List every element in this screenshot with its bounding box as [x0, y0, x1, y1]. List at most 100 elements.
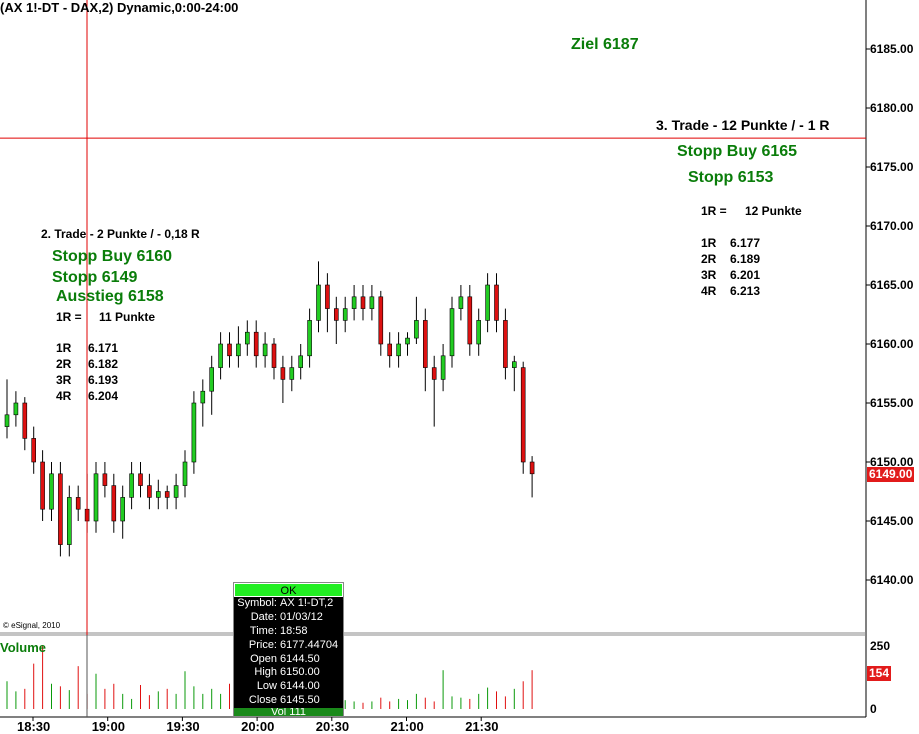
- candle-body: [102, 473, 108, 486]
- r-level-value: 6.189: [730, 252, 761, 266]
- time-axis-label: 20:00: [241, 719, 275, 734]
- candle-body: [218, 343, 223, 368]
- candle-body: [4, 414, 10, 427]
- r-level-value: 6.182: [88, 357, 119, 371]
- copyright: © eSignal, 2010: [3, 621, 61, 630]
- tooltip-value: 6177.44704: [280, 638, 339, 651]
- ok-button[interactable]: OK: [234, 583, 343, 597]
- r-level-label: 4R: [56, 389, 72, 403]
- r-level-label: 4R: [701, 284, 717, 298]
- candle-body: [271, 343, 277, 368]
- tooltip-key: Open: [250, 652, 277, 665]
- candle-body: [262, 343, 268, 357]
- time-axis-label: 18:30: [17, 719, 51, 734]
- candle-body: [503, 320, 508, 368]
- candle-body: [200, 390, 206, 404]
- r-level-label: 1R: [701, 236, 717, 250]
- candle-body: [307, 320, 312, 357]
- candle-body: [253, 331, 259, 357]
- candle-body: [209, 367, 214, 392]
- candle-body: [494, 284, 499, 321]
- time-axis-label: 21:00: [390, 719, 424, 734]
- trade2-exit: Ausstieg 6158: [56, 288, 164, 305]
- candle-body: [387, 343, 393, 357]
- tooltip-key: High: [254, 666, 277, 679]
- price-axis-label: 6160.00: [870, 337, 914, 351]
- tooltip-row: Price: 6177.44704: [234, 639, 343, 653]
- price-axis-label: 6175.00: [870, 160, 914, 174]
- volume-axis-0: 0: [870, 702, 877, 716]
- data-tooltip: OK Symbol: AX 1!-DT,2 Date: 01/03/12 Time: 18…: [233, 582, 344, 717]
- price-axis-label: 6155.00: [870, 396, 914, 410]
- candle-body: [529, 461, 535, 475]
- tooltip-value: 6150.00: [280, 666, 320, 679]
- r-level-value: 6.213: [730, 284, 761, 298]
- candle-body: [316, 284, 321, 321]
- trade3-1r-label: 1R =: [701, 204, 727, 218]
- candle-body: [147, 485, 152, 498]
- last-price-badge: 6149.00: [867, 467, 915, 482]
- tooltip-value: AX 1!-DT,2: [280, 597, 334, 609]
- candle-body: [360, 296, 366, 309]
- candle-body: [67, 497, 72, 545]
- candle-body: [351, 296, 357, 309]
- candle-body: [511, 361, 517, 368]
- trade2-stop: Stopp 6149: [52, 269, 138, 286]
- candle-body: [173, 485, 179, 498]
- candle-body: [414, 320, 419, 339]
- trade3-1r-value: 12 Punkte: [745, 204, 802, 218]
- candle-body: [342, 308, 348, 321]
- candle-body: [111, 485, 117, 522]
- price-axis-label: 6145.00: [870, 514, 914, 528]
- candle-body: [75, 497, 81, 510]
- candle-body: [227, 343, 232, 357]
- trade2-1r-label: 1R =: [56, 310, 82, 324]
- candle-body: [298, 355, 304, 368]
- price-axis-label: 6150.00: [870, 455, 914, 469]
- tooltip-key: Close: [248, 694, 277, 707]
- candle-body: [333, 308, 339, 321]
- tooltip-key: Symbol:: [237, 597, 277, 609]
- candle-body: [138, 473, 143, 486]
- tooltip-volume: Vol 111: [234, 708, 343, 716]
- price-axis-label: 6165.00: [870, 278, 914, 292]
- volume-axis-250: 250: [870, 639, 891, 653]
- trade3-stop: Stopp 6153: [688, 169, 774, 186]
- candle-body: [22, 402, 28, 439]
- candle-body: [191, 402, 197, 463]
- time-axis-label: 19:30: [166, 719, 200, 734]
- r-level-value: 6.201: [730, 268, 761, 282]
- price-axis-label: 6170.00: [870, 219, 914, 233]
- candle-body: [431, 367, 437, 380]
- tooltip-key: Date:: [250, 610, 277, 623]
- r-level-label: 3R: [56, 373, 72, 387]
- r-level-label: 2R: [56, 357, 72, 371]
- candle-body: [13, 402, 19, 416]
- tooltip-row: Time: 18:58: [234, 625, 343, 639]
- r-level-value: 6.204: [88, 389, 119, 403]
- candle-body: [164, 491, 170, 498]
- r-level-value: 6.171: [88, 341, 119, 355]
- candle-body: [156, 491, 161, 498]
- candle-body: [245, 331, 250, 345]
- candle-body: [289, 367, 295, 380]
- tooltip-row: Low 6144.00: [234, 680, 343, 694]
- tooltip-value: 6144.50: [280, 652, 320, 665]
- candle-body: [396, 343, 401, 357]
- tooltip-value: 18:58: [280, 624, 308, 637]
- candle-body: [485, 284, 490, 321]
- candle-body: [476, 320, 482, 345]
- time-axis-label: 20:30: [315, 719, 350, 734]
- candle-body: [325, 284, 330, 309]
- tooltip-value: 6144.00: [280, 680, 320, 693]
- tooltip-key: Price:: [248, 638, 277, 651]
- target-label: Ziel 6187: [571, 36, 639, 53]
- tooltip-row: Close 6145.50: [234, 694, 343, 708]
- tooltip-row: High 6150.00: [234, 666, 343, 680]
- r-level-value: 6.193: [88, 373, 119, 387]
- trade2-stop-buy: Stopp Buy 6160: [52, 248, 173, 265]
- r-level-label: 1R: [56, 341, 72, 355]
- candle-body: [120, 497, 125, 522]
- candle-body: [236, 343, 241, 357]
